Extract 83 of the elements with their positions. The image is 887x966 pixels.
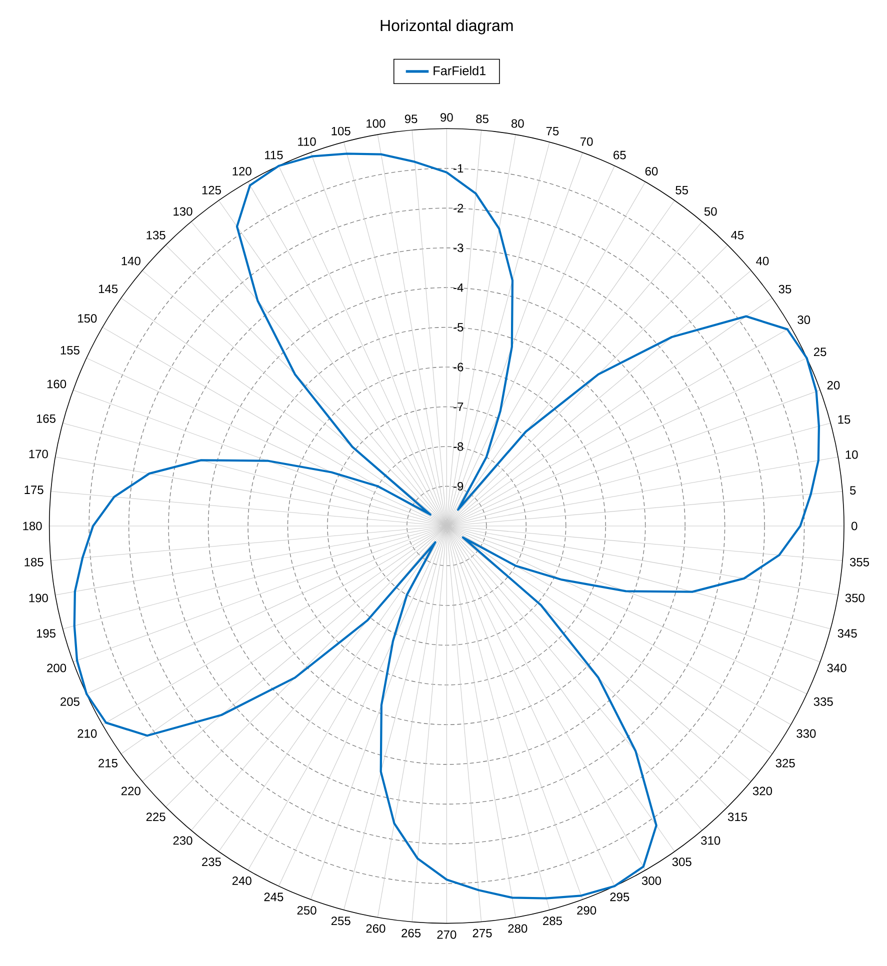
spoke-label: 190	[29, 594, 48, 602]
y-tick-label: -3	[454, 244, 464, 252]
spoke-label: 200	[47, 664, 66, 672]
spoke-label: 45	[731, 231, 744, 240]
spoke-label: 60	[645, 166, 658, 176]
spoke-label: 250	[297, 906, 316, 915]
spoke-label: 15	[838, 415, 850, 424]
spoke-label: 95	[404, 114, 418, 124]
y-tick-label: -4	[454, 283, 464, 292]
spoke-label: 295	[610, 892, 630, 902]
spoke-label: 180	[23, 522, 42, 530]
spoke-label: 260	[366, 924, 386, 933]
spoke-label: 235	[202, 858, 221, 866]
spoke-label: 40	[756, 256, 769, 266]
spoke-label: 335	[814, 697, 833, 706]
spoke-label: 55	[676, 186, 688, 194]
spoke-label: 275	[472, 928, 492, 938]
spoke-label: 0	[851, 522, 858, 530]
spoke-label: 220	[121, 786, 140, 796]
spoke-label: 310	[701, 836, 720, 845]
spoke-label: 300	[642, 876, 662, 885]
spoke-label: 160	[47, 380, 66, 388]
spoke-label: 290	[577, 906, 596, 915]
spoke-label: 10	[846, 450, 858, 459]
spoke-label: 185	[24, 558, 44, 566]
spoke-label: 150	[78, 314, 97, 323]
spoke-label: 340	[827, 664, 846, 672]
spoke-label: 345	[838, 629, 857, 638]
y-tick-label: -2	[454, 204, 464, 212]
spoke-label: 245	[264, 892, 284, 902]
spoke-label: 85	[476, 114, 488, 124]
spoke-label: 165	[36, 414, 56, 423]
spoke-label: 350	[845, 594, 864, 602]
y-tick-label: -5	[454, 323, 464, 332]
spoke-label: 315	[728, 812, 748, 822]
spoke-label: 155	[60, 346, 80, 355]
spoke-label: 35	[778, 284, 792, 294]
spoke-label: 325	[776, 758, 795, 768]
spoke-label: 265	[402, 928, 421, 938]
spoke-label: 75	[546, 126, 559, 136]
spoke-label: 30	[798, 316, 810, 324]
spoke-label: 355	[850, 558, 870, 566]
spoke-label: 25	[814, 348, 826, 356]
spoke-label: 280	[508, 924, 528, 933]
spoke-label: 320	[752, 786, 772, 796]
y-tick-label: -7	[454, 402, 464, 411]
spoke-label: 120	[232, 166, 252, 176]
spoke-label: 270	[437, 930, 456, 939]
spoke-label: 170	[29, 450, 48, 458]
spoke-label: 20	[827, 380, 840, 390]
spoke-label: 65	[614, 150, 626, 160]
spoke-label: 50	[704, 207, 717, 216]
spoke-label: 205	[60, 697, 80, 706]
y-tick-label: -9	[454, 482, 464, 491]
legend-label: FarField1	[434, 66, 486, 76]
spoke-label: 135	[146, 230, 166, 240]
spoke-label: 90	[440, 113, 453, 122]
chart-title: Horizontal diagram	[380, 19, 513, 34]
spoke-label: 210	[78, 729, 97, 738]
spoke-label: 145	[98, 284, 118, 294]
spoke-label: 225	[146, 812, 166, 822]
spoke-label: 70	[580, 137, 593, 146]
y-tick-label: -1	[454, 164, 464, 173]
spoke-label: 140	[122, 256, 140, 266]
spoke-label: 195	[36, 629, 56, 638]
spoke-label: 80	[511, 119, 524, 128]
spoke-label: 285	[543, 916, 562, 926]
spoke-label: 230	[173, 836, 192, 845]
spoke-label: 255	[331, 916, 350, 926]
spoke-label: 105	[332, 126, 350, 136]
spoke-label: 115	[265, 150, 283, 160]
y-tick-label: -6	[454, 362, 464, 372]
spoke-label: 215	[98, 758, 118, 768]
spoke-label: 330	[796, 729, 816, 738]
spoke-label: 130	[174, 207, 192, 216]
spoke-label: 240	[232, 876, 252, 885]
spoke-label: 305	[672, 858, 692, 866]
spoke-label: 5	[850, 486, 856, 495]
spoke-label: 100	[366, 119, 386, 128]
y-tick-label: -8	[454, 442, 464, 451]
spoke-label: 110	[298, 137, 316, 146]
spoke-label: 125	[202, 186, 221, 194]
spoke-label: 175	[24, 486, 44, 494]
